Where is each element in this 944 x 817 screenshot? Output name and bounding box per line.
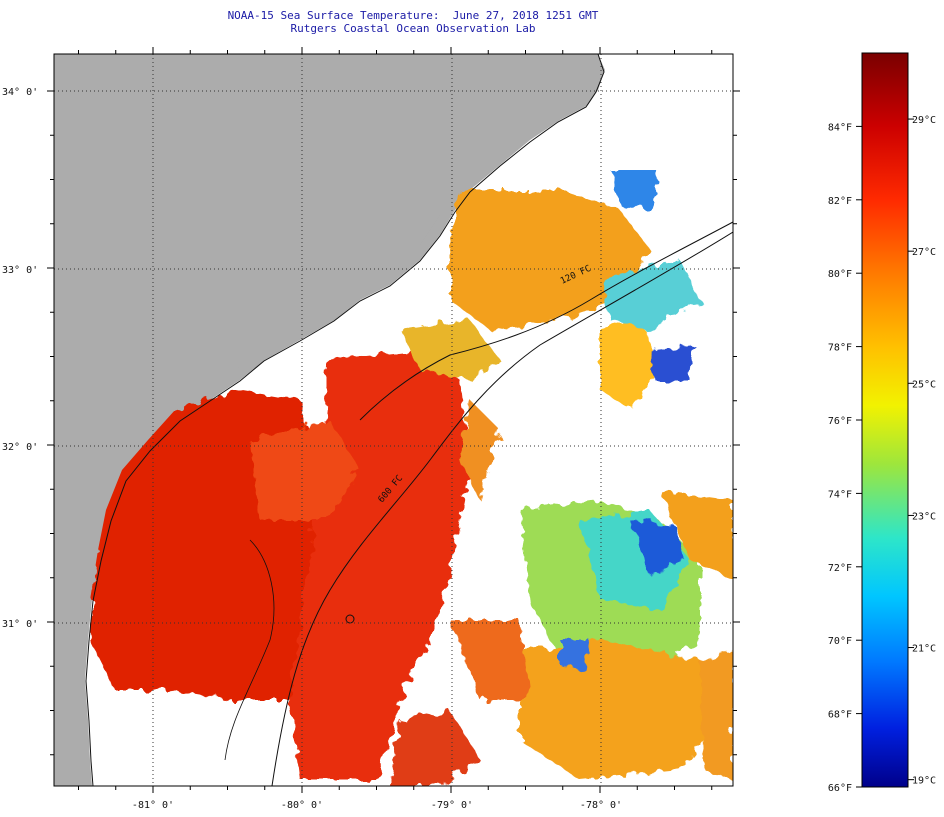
lon-label-81: -81° 0' — [132, 800, 174, 811]
contour-600 — [271, 231, 733, 786]
contour-120 — [359, 221, 733, 421]
colorbar-c-label: 21°C — [912, 644, 936, 655]
colorbar-c-label: 19°C — [912, 776, 936, 787]
map-frame — [53, 53, 734, 787]
axis-ticks — [47, 47, 740, 793]
colorbar-f-label: 66°F — [828, 783, 852, 794]
map-subtitle: Rutgers Coastal Ocean Observation Lab — [290, 22, 536, 35]
colorbar-f-label: 80°F — [828, 269, 852, 280]
colorbar-c-label: 29°C — [912, 115, 936, 126]
colorbar-f-label: 76°F — [828, 416, 852, 427]
lon-label-80: -80° 0' — [281, 800, 323, 811]
colorbar-c-label: 27°C — [912, 247, 936, 258]
lon-label-79: -79° 0' — [431, 800, 473, 811]
colorbar-f-label: 78°F — [828, 343, 852, 354]
colorbar-f-label: 72°F — [828, 563, 852, 574]
secondary-isobath — [224, 539, 275, 761]
colorbar-c-label: 23°C — [912, 511, 936, 522]
lat-label-34: 34° 0' — [2, 87, 38, 98]
colorbar-c-label: 25°C — [912, 379, 936, 390]
lat-label-33: 33° 0' — [2, 265, 38, 276]
lat-label-32: 32° 0' — [2, 442, 38, 453]
lat-label-31: 31° 0' — [2, 619, 38, 630]
colorbar-f-label: 74°F — [828, 489, 852, 500]
colorbar-f-label: 84°F — [828, 122, 852, 133]
colorbar — [861, 52, 909, 788]
colorbar-f-label: 82°F — [828, 196, 852, 207]
colorbar-f-label: 70°F — [828, 636, 852, 647]
map-title: NOAA-15 Sea Surface Temperature: June 27… — [227, 9, 599, 22]
colorbar-f-label: 68°F — [828, 710, 852, 721]
lon-label-78: -78° 0' — [580, 800, 622, 811]
map-panel: 120 FC 600 FC — [54, 54, 733, 786]
coastline — [85, 54, 605, 786]
sst-field — [90, 170, 733, 786]
colorbar-labels: 84°F 82°F 80°F 78°F 76°F 74°F 72°F 70°F 68°F 66°F… — [828, 115, 936, 794]
